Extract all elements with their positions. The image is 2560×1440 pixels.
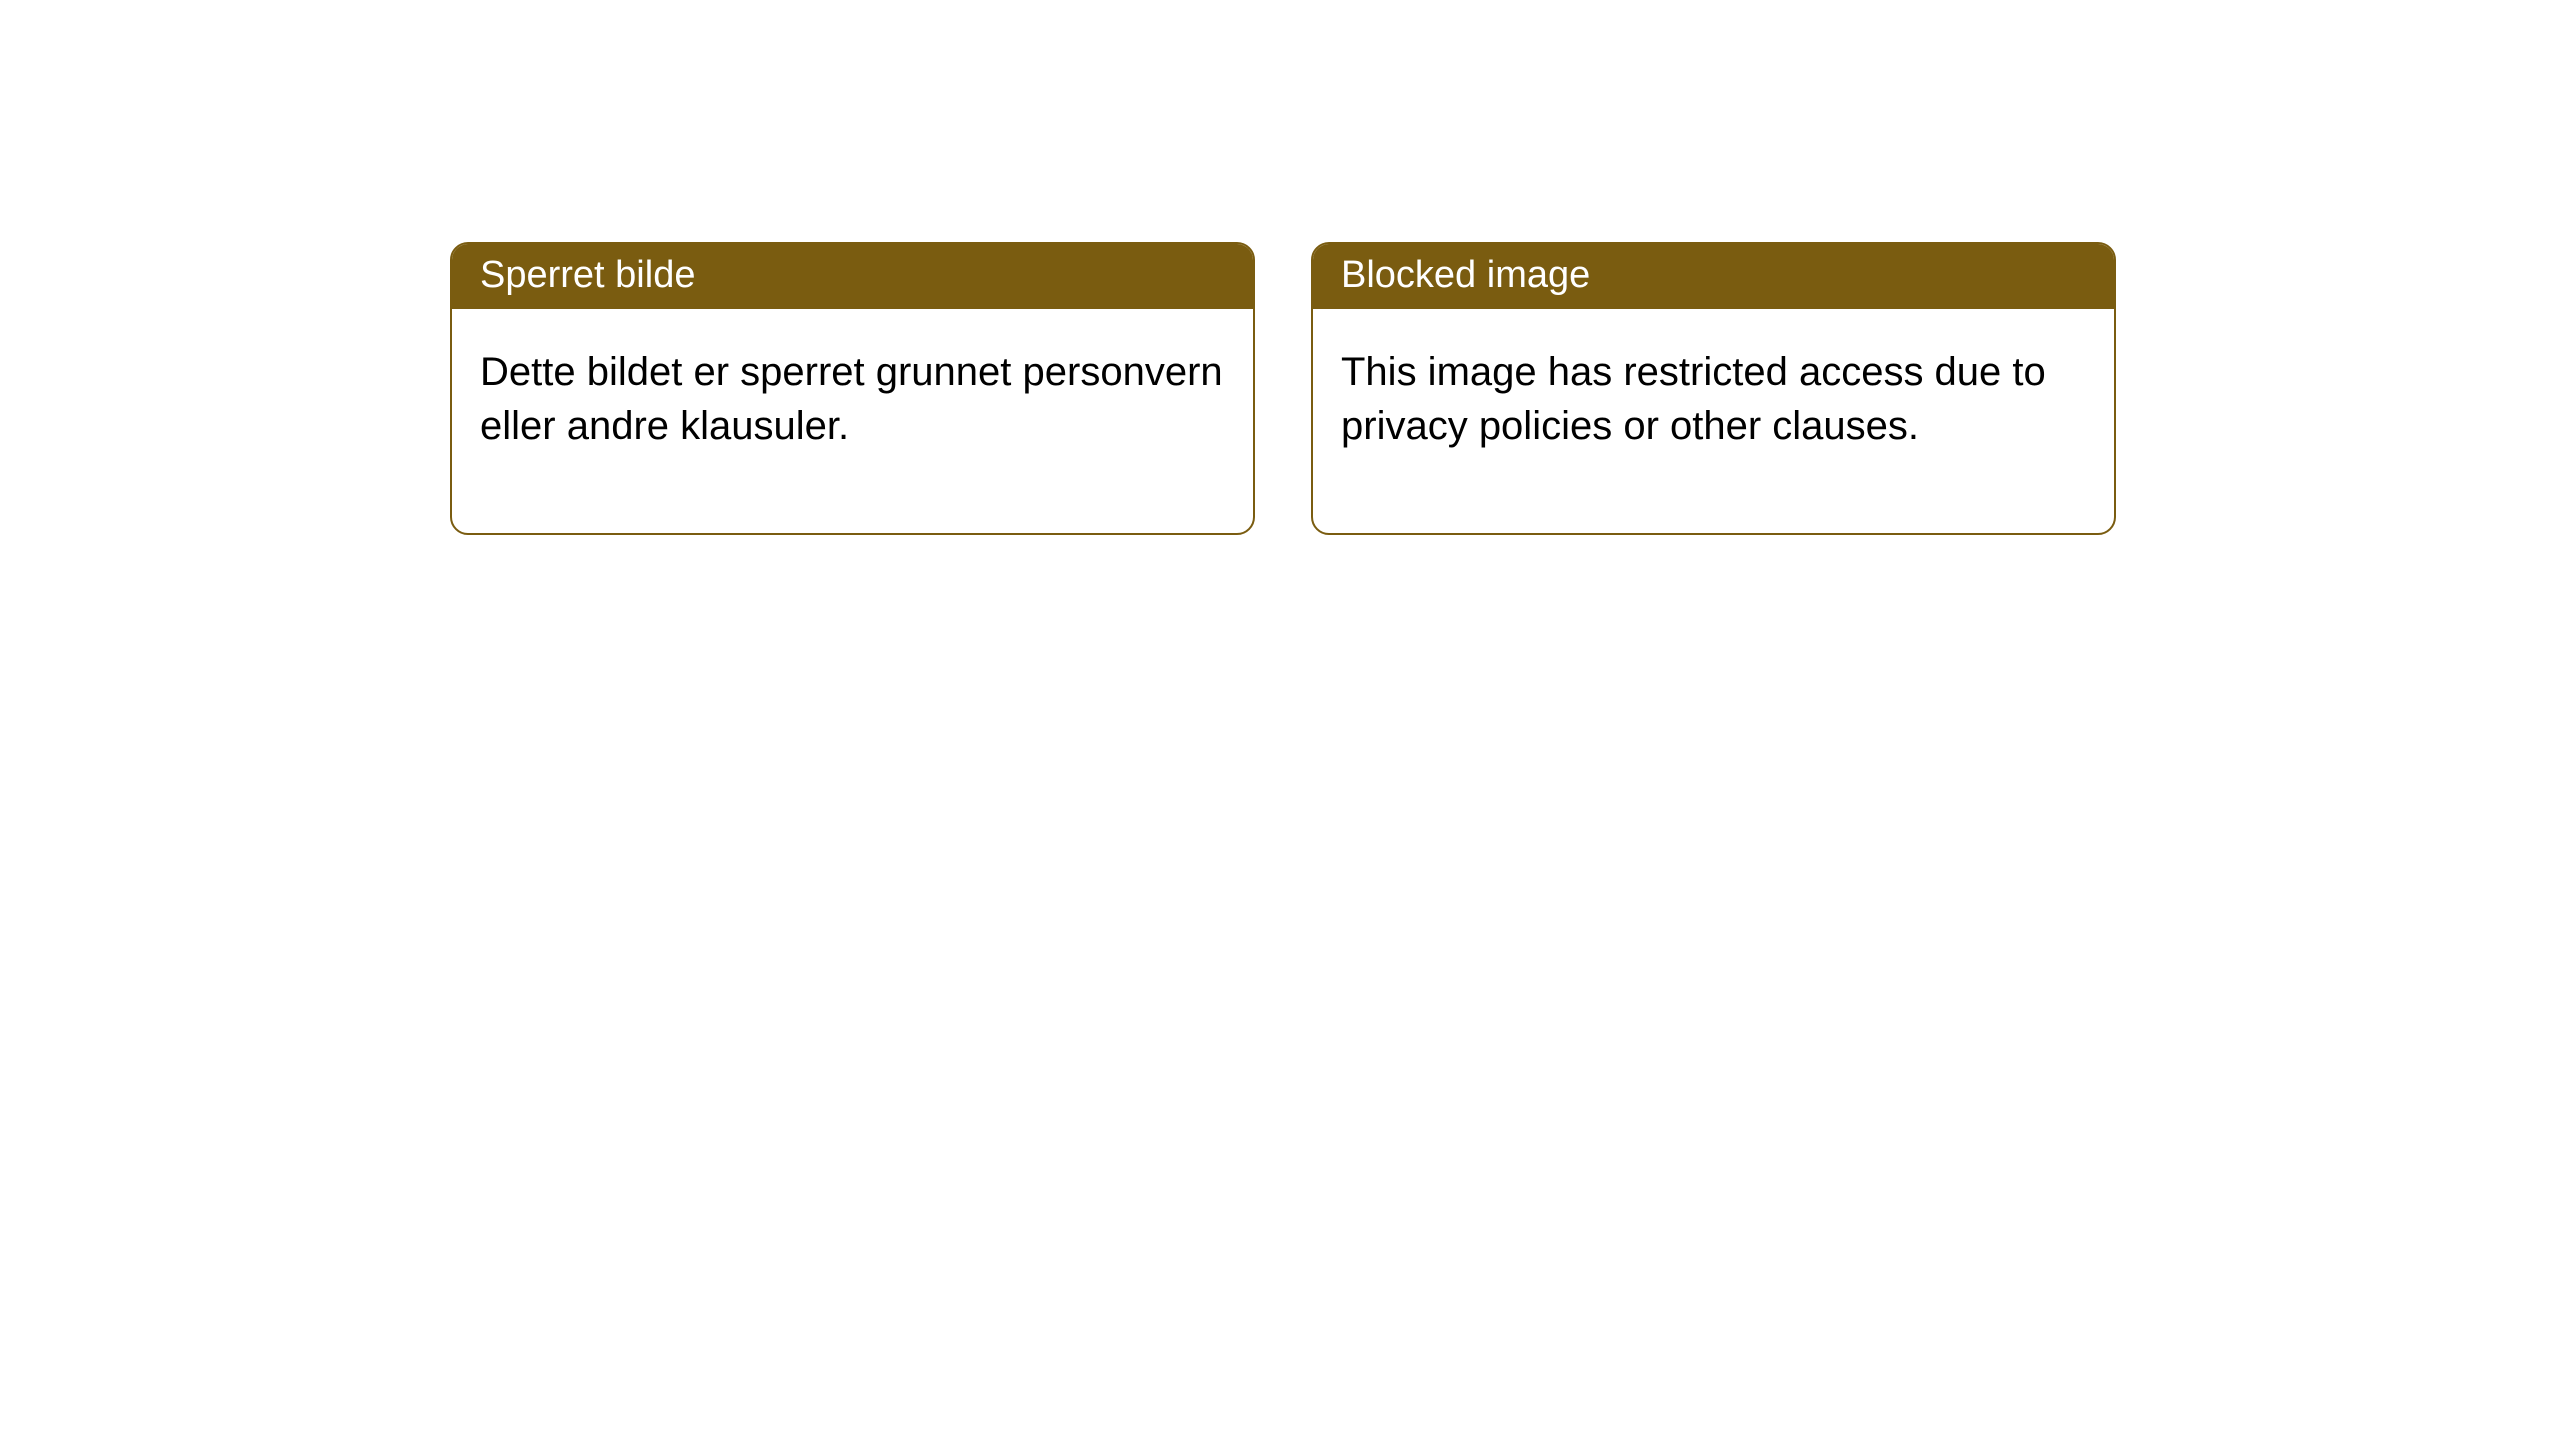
notice-card-norwegian: Sperret bilde Dette bildet er sperret gr… <box>450 242 1255 535</box>
notice-header: Sperret bilde <box>452 244 1253 309</box>
notice-header: Blocked image <box>1313 244 2114 309</box>
notice-body: This image has restricted access due to … <box>1313 309 2114 533</box>
notice-container: Sperret bilde Dette bildet er sperret gr… <box>450 242 2116 535</box>
notice-body: Dette bildet er sperret grunnet personve… <box>452 309 1253 533</box>
notice-card-english: Blocked image This image has restricted … <box>1311 242 2116 535</box>
